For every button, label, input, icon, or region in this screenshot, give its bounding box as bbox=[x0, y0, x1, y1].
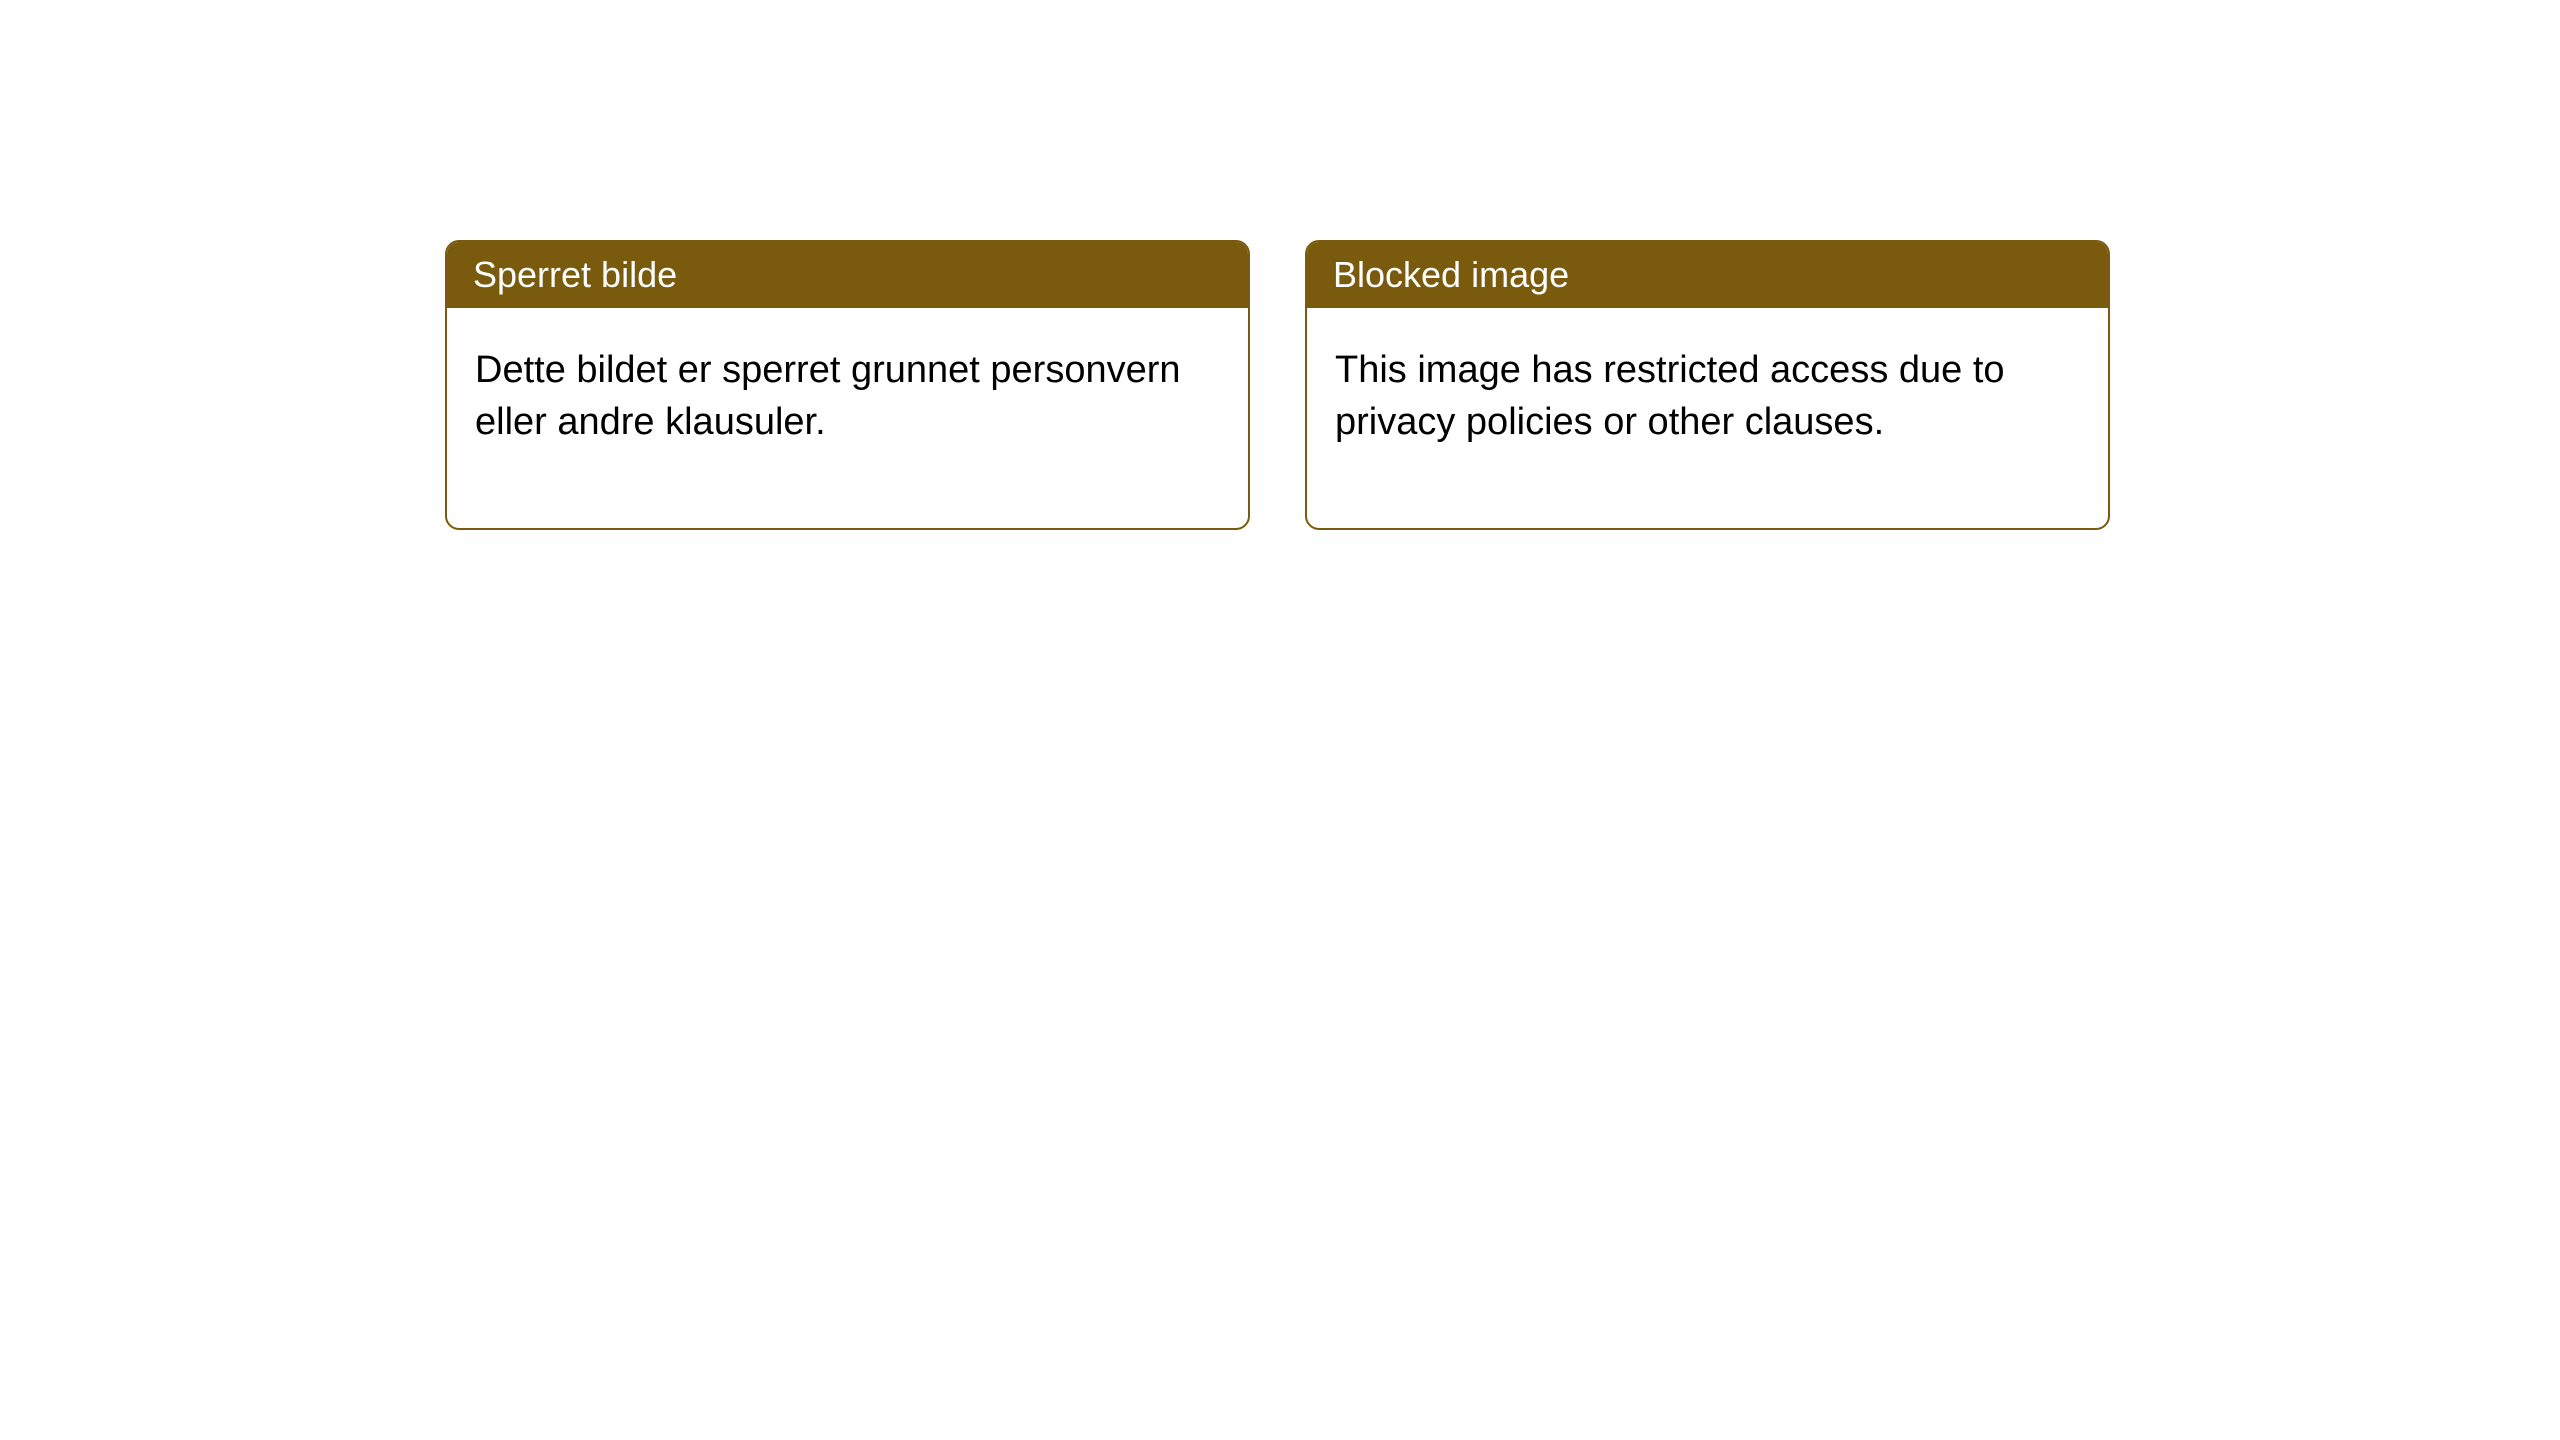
notice-box-no: Sperret bilde Dette bildet er sperret gr… bbox=[445, 240, 1250, 530]
notice-header-no: Sperret bilde bbox=[447, 242, 1248, 308]
notice-header-en: Blocked image bbox=[1307, 242, 2108, 308]
notice-container: Sperret bilde Dette bildet er sperret gr… bbox=[445, 240, 2110, 530]
notice-body-en: This image has restricted access due to … bbox=[1307, 308, 2108, 528]
notice-body-no: Dette bildet er sperret grunnet personve… bbox=[447, 308, 1248, 528]
notice-box-en: Blocked image This image has restricted … bbox=[1305, 240, 2110, 530]
